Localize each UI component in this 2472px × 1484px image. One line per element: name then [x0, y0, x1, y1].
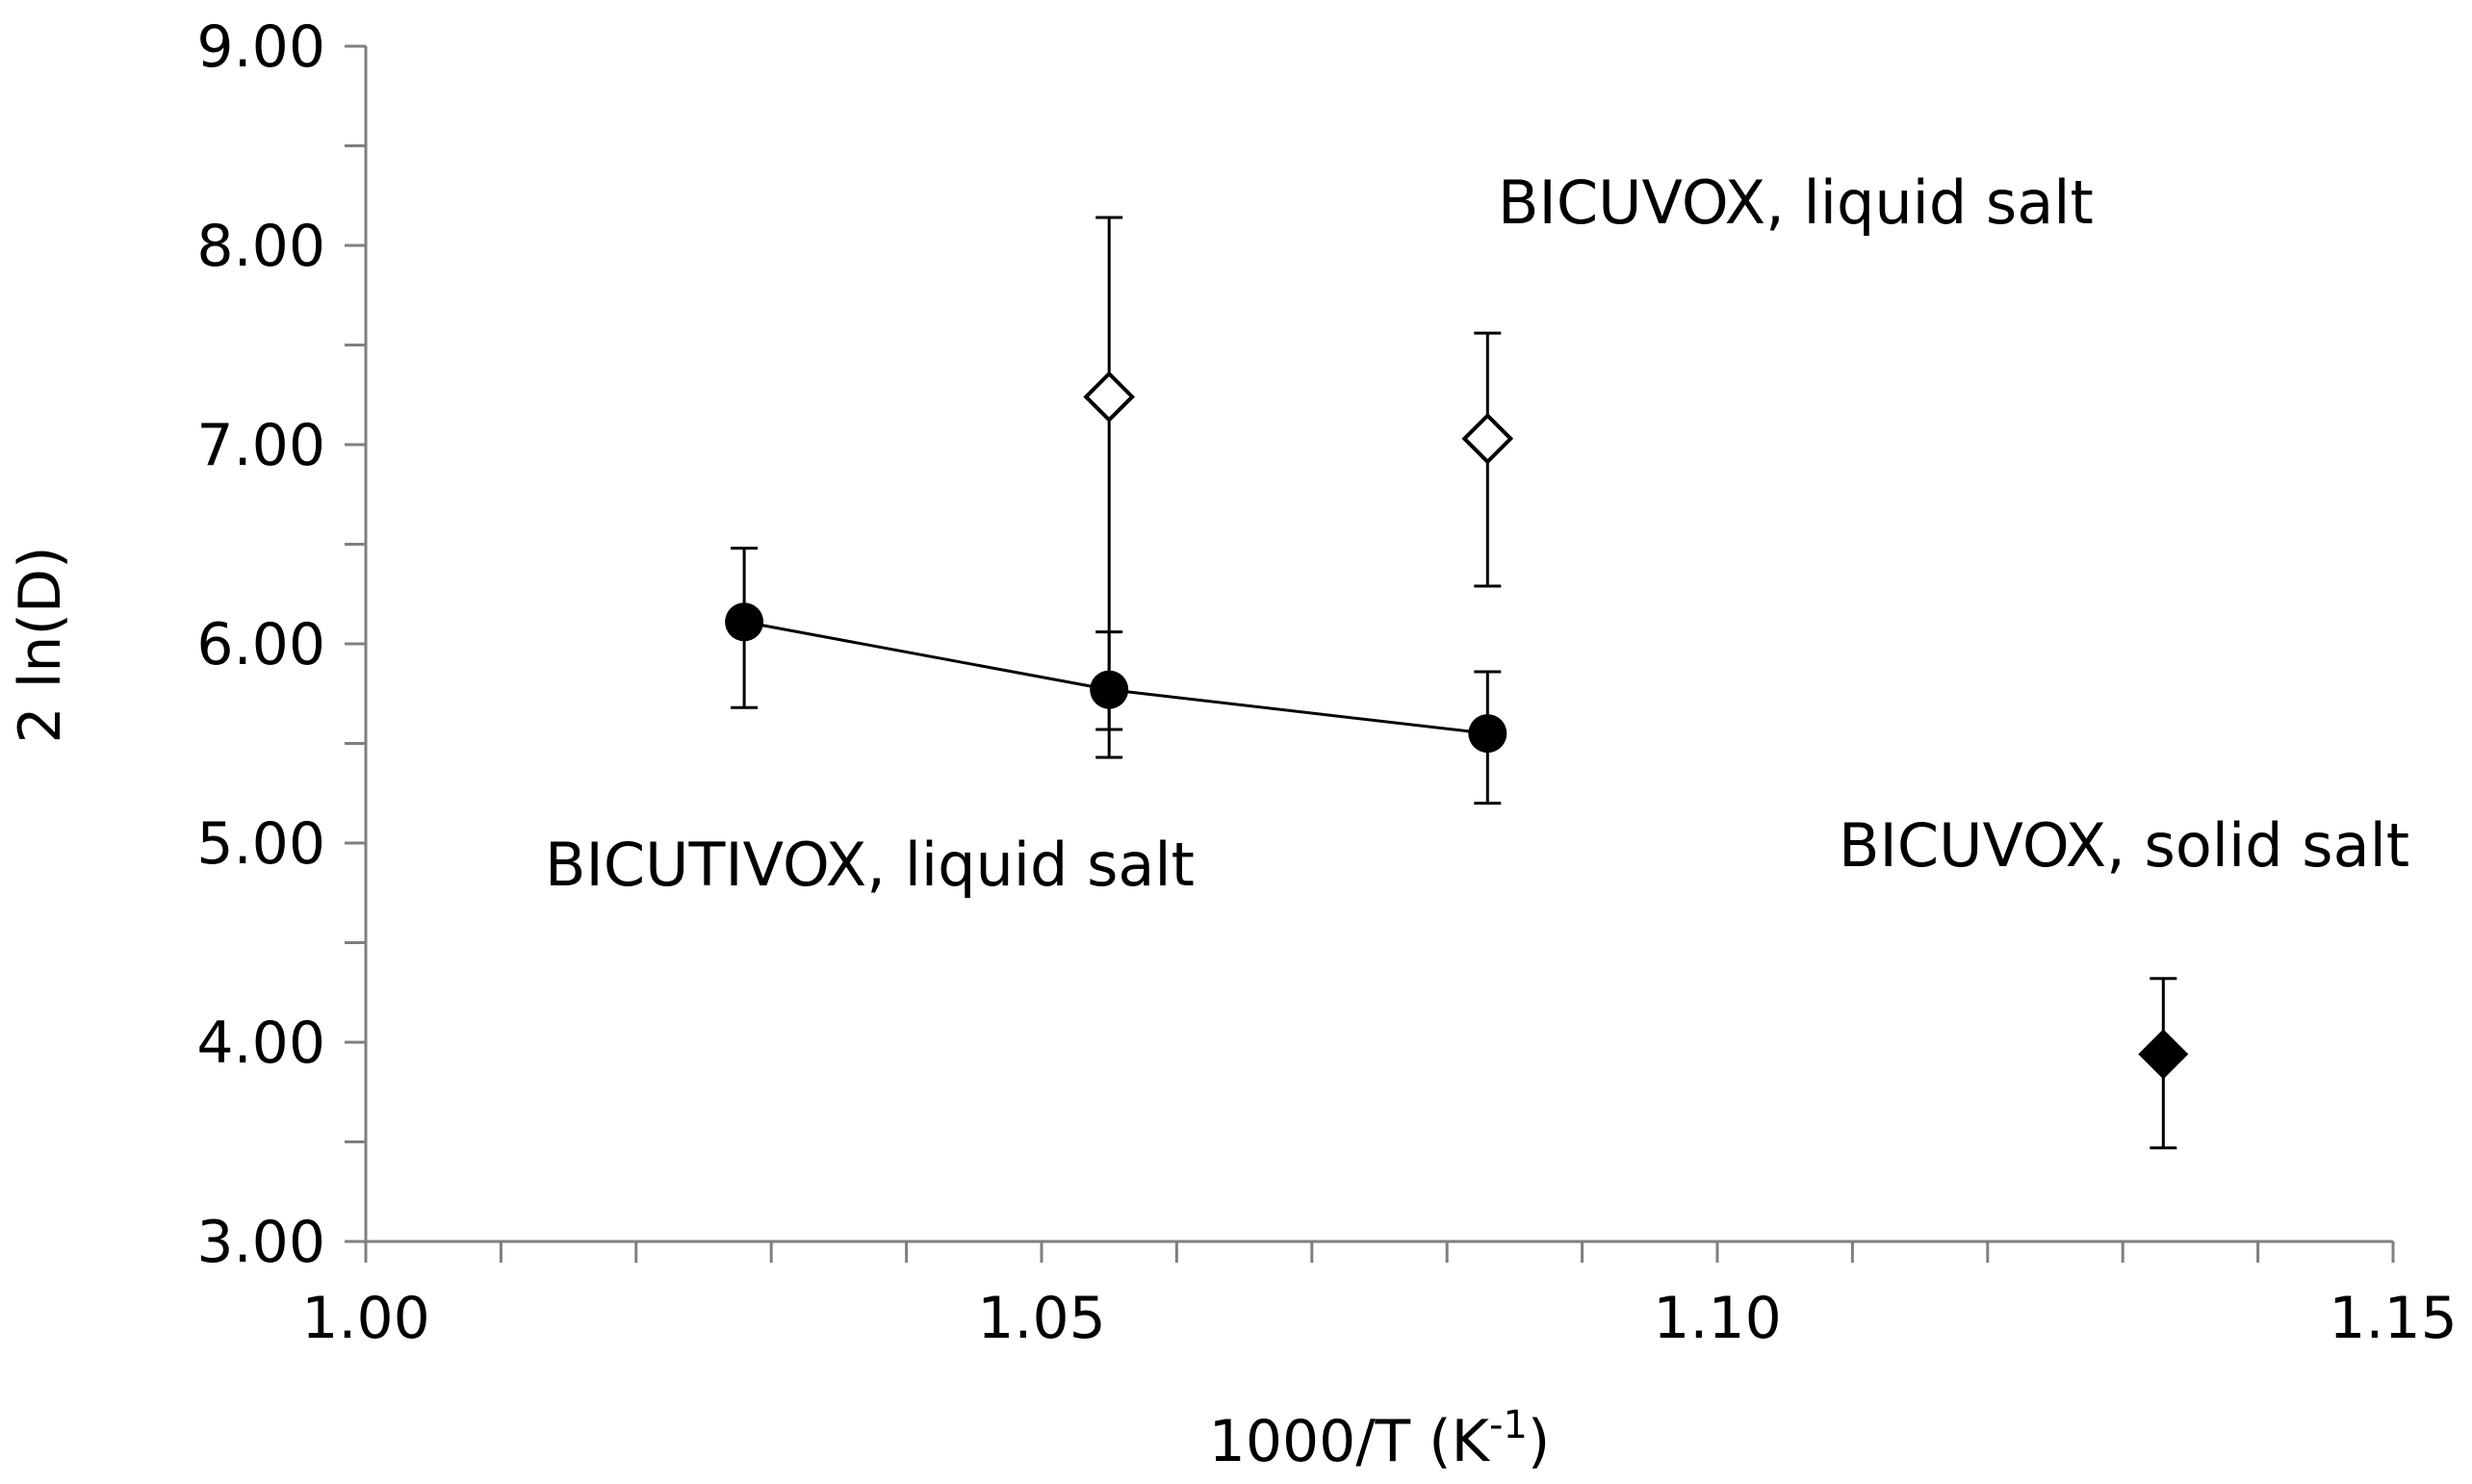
y-tick-label: 8.00 — [196, 213, 325, 280]
data-point-open-diamond — [1083, 371, 1136, 423]
plot-area — [725, 216, 2189, 1150]
y-axis-title: 2 ln(D) — [7, 547, 74, 744]
x-tick-label: 1.00 — [301, 1285, 430, 1352]
data-point-filled-diamond — [2138, 1029, 2189, 1080]
y-tick-label: 4.00 — [196, 1010, 325, 1077]
x-ticks-group: 1.00 1.05 1.10 1.15 — [301, 1241, 2458, 1352]
series-group — [2138, 977, 2189, 1150]
x-axis-title: 1000/T (K-1) — [1209, 1403, 1551, 1475]
x-tick-label: 1.10 — [1653, 1285, 1782, 1352]
annotation-bicuvox-liquid: BICUVOX, liquid salt — [1498, 167, 2094, 238]
series-group — [725, 547, 1507, 806]
y-tick-label: 9.00 — [196, 13, 325, 81]
axes-group: 3.00 4.00 5.00 6.00 7.00 8.00 9.00 1.00 1.05 1.1… — [196, 13, 2457, 1352]
series-group — [1083, 216, 1514, 731]
y-tick-label: 6.00 — [196, 611, 325, 678]
annotation-bicutivox-liquid: BICUTIVOX, liquid salt — [545, 830, 1195, 900]
x-axis-title-superscript: -1 — [1489, 1403, 1528, 1447]
y-tick-label: 7.00 — [196, 412, 325, 479]
x-axis-title-main: 1000/T (K — [1209, 1408, 1491, 1475]
x-axis-title-close: ) — [1528, 1408, 1550, 1475]
y-ticks-group: 3.00 4.00 5.00 6.00 7.00 8.00 9.00 — [196, 13, 366, 1276]
data-point-open-diamond — [1461, 412, 1514, 465]
x-tick-label: 1.15 — [2329, 1285, 2458, 1352]
data-point-circle — [1468, 714, 1507, 754]
annotation-bicuvox-solid: BICUVOX, solid salt — [1839, 810, 2409, 881]
data-point-circle — [725, 602, 764, 642]
x-tick-label: 1.05 — [977, 1285, 1106, 1352]
y-tick-label: 5.00 — [196, 810, 325, 878]
y-tick-label: 3.00 — [196, 1209, 325, 1276]
